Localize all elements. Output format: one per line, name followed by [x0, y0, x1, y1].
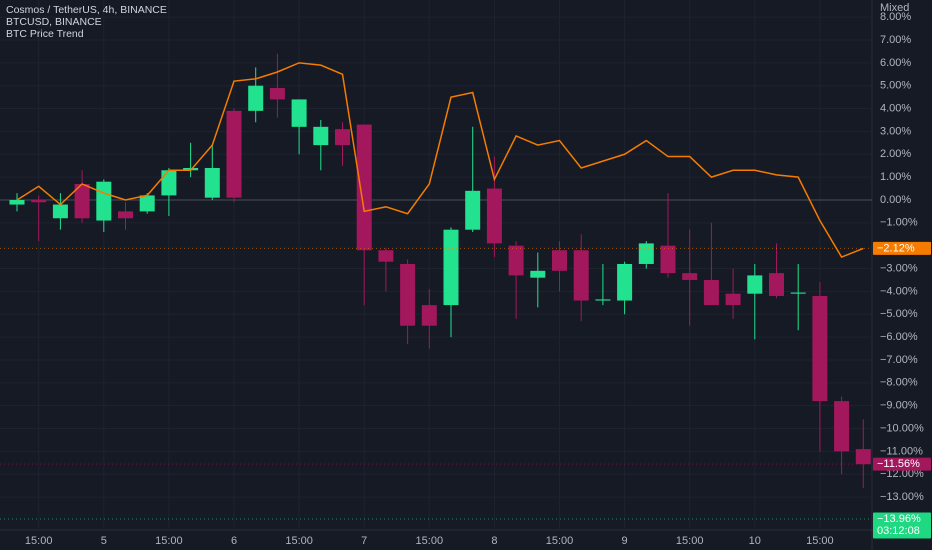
price-label: −2.12% — [877, 242, 915, 254]
candle-body — [400, 263, 416, 326]
candle-body — [204, 167, 220, 198]
y-tick-label: 4.00% — [880, 102, 911, 114]
y-tick-label: 5.00% — [880, 80, 911, 92]
price-label: −11.56% — [877, 458, 920, 470]
candle-body — [595, 299, 611, 301]
candle-body — [421, 305, 437, 326]
y-tick-label: −13.00% — [880, 491, 924, 503]
price-label: −13.96% — [877, 513, 921, 525]
x-tick-label: 15:00 — [806, 535, 834, 547]
x-tick-label: 6 — [231, 535, 237, 547]
price-label-bg — [873, 241, 931, 255]
x-tick-label: 15:00 — [416, 535, 444, 547]
candle-body — [747, 275, 763, 294]
x-tick-label: 15:00 — [155, 535, 183, 547]
y-tick-label: 2.00% — [880, 148, 911, 160]
candle-body — [465, 190, 481, 230]
candle-body — [552, 250, 567, 271]
candle-body — [226, 110, 242, 198]
y-tick-label: −11.00% — [880, 445, 923, 457]
y-tick-label: −5.00% — [880, 308, 918, 320]
x-tick-label: 7 — [361, 535, 367, 547]
candle-body — [118, 211, 133, 219]
symbol-line: BTCUSD, BINANCE — [6, 16, 102, 28]
candle-body — [790, 292, 806, 294]
candle-body — [834, 401, 850, 452]
candle-body — [812, 295, 828, 402]
plot — [0, 0, 872, 530]
y-tick-label: −8.00% — [880, 377, 918, 389]
x-tick-label: 5 — [101, 535, 107, 547]
y-tick-label: −3.00% — [880, 262, 918, 274]
candle-body — [703, 279, 719, 306]
y-tick-label: 1.00% — [880, 171, 911, 183]
candle-body — [52, 204, 68, 219]
price-label-bg — [873, 512, 931, 539]
candle-body — [291, 99, 307, 127]
candle-body — [508, 245, 524, 276]
candle-body — [486, 188, 502, 244]
candle-body — [638, 243, 654, 264]
candle-body — [248, 85, 264, 111]
x-tick-label: 15:00 — [285, 535, 313, 547]
candle-body — [31, 199, 47, 203]
price-label-bg — [873, 457, 931, 471]
trend-line — [16, 62, 864, 259]
candle-body — [617, 263, 633, 301]
candle-body — [378, 250, 394, 262]
x-tick-label: 8 — [491, 535, 497, 547]
candle-body — [269, 87, 285, 100]
y-tick-label: −7.00% — [880, 354, 918, 366]
candle-body — [96, 181, 112, 221]
x-tick-label: 15:00 — [25, 535, 53, 547]
y-tick-label: 8.00% — [880, 11, 911, 23]
candle-body — [682, 273, 698, 280]
chart-title: Cosmos / TetherUS, 4h, BINANCE — [6, 4, 167, 16]
candle-body — [335, 129, 350, 146]
scale-mode[interactable]: Mixed — [880, 2, 909, 14]
y-tick-label: 6.00% — [880, 57, 911, 69]
y-tick-label: −1.00% — [880, 217, 918, 229]
y-tick-label: −12.00% — [880, 468, 924, 480]
candle-body — [855, 449, 871, 465]
y-tick-label: 3.00% — [880, 125, 911, 137]
x-tick-label: 10 — [749, 535, 761, 547]
y-tick-label: 7.00% — [880, 34, 911, 46]
x-tick-label: 15:00 — [546, 535, 574, 547]
countdown: 03:12:08 — [877, 525, 920, 537]
candle-body — [74, 183, 90, 219]
candle-body — [530, 270, 546, 278]
candle-body — [161, 170, 177, 196]
candle-body — [356, 124, 372, 251]
y-tick-label: −9.00% — [880, 400, 918, 412]
candle-body — [660, 245, 676, 274]
candle-body — [769, 273, 784, 296]
y-tick-label: 0.00% — [880, 194, 911, 206]
candle-body — [9, 199, 25, 205]
candle-body — [573, 250, 589, 301]
candle-body — [313, 126, 329, 146]
y-tick-label: −6.00% — [880, 331, 918, 343]
series-legend: BTC Price Trend — [6, 28, 84, 40]
candle-body — [139, 195, 155, 212]
candle-body — [443, 229, 459, 306]
y-tick-label: −10.00% — [880, 422, 924, 434]
candle-body — [725, 293, 741, 306]
y-tick-label: −4.00% — [880, 285, 918, 297]
x-tick-label: 9 — [622, 535, 628, 547]
x-tick-label: 15:00 — [676, 535, 704, 547]
